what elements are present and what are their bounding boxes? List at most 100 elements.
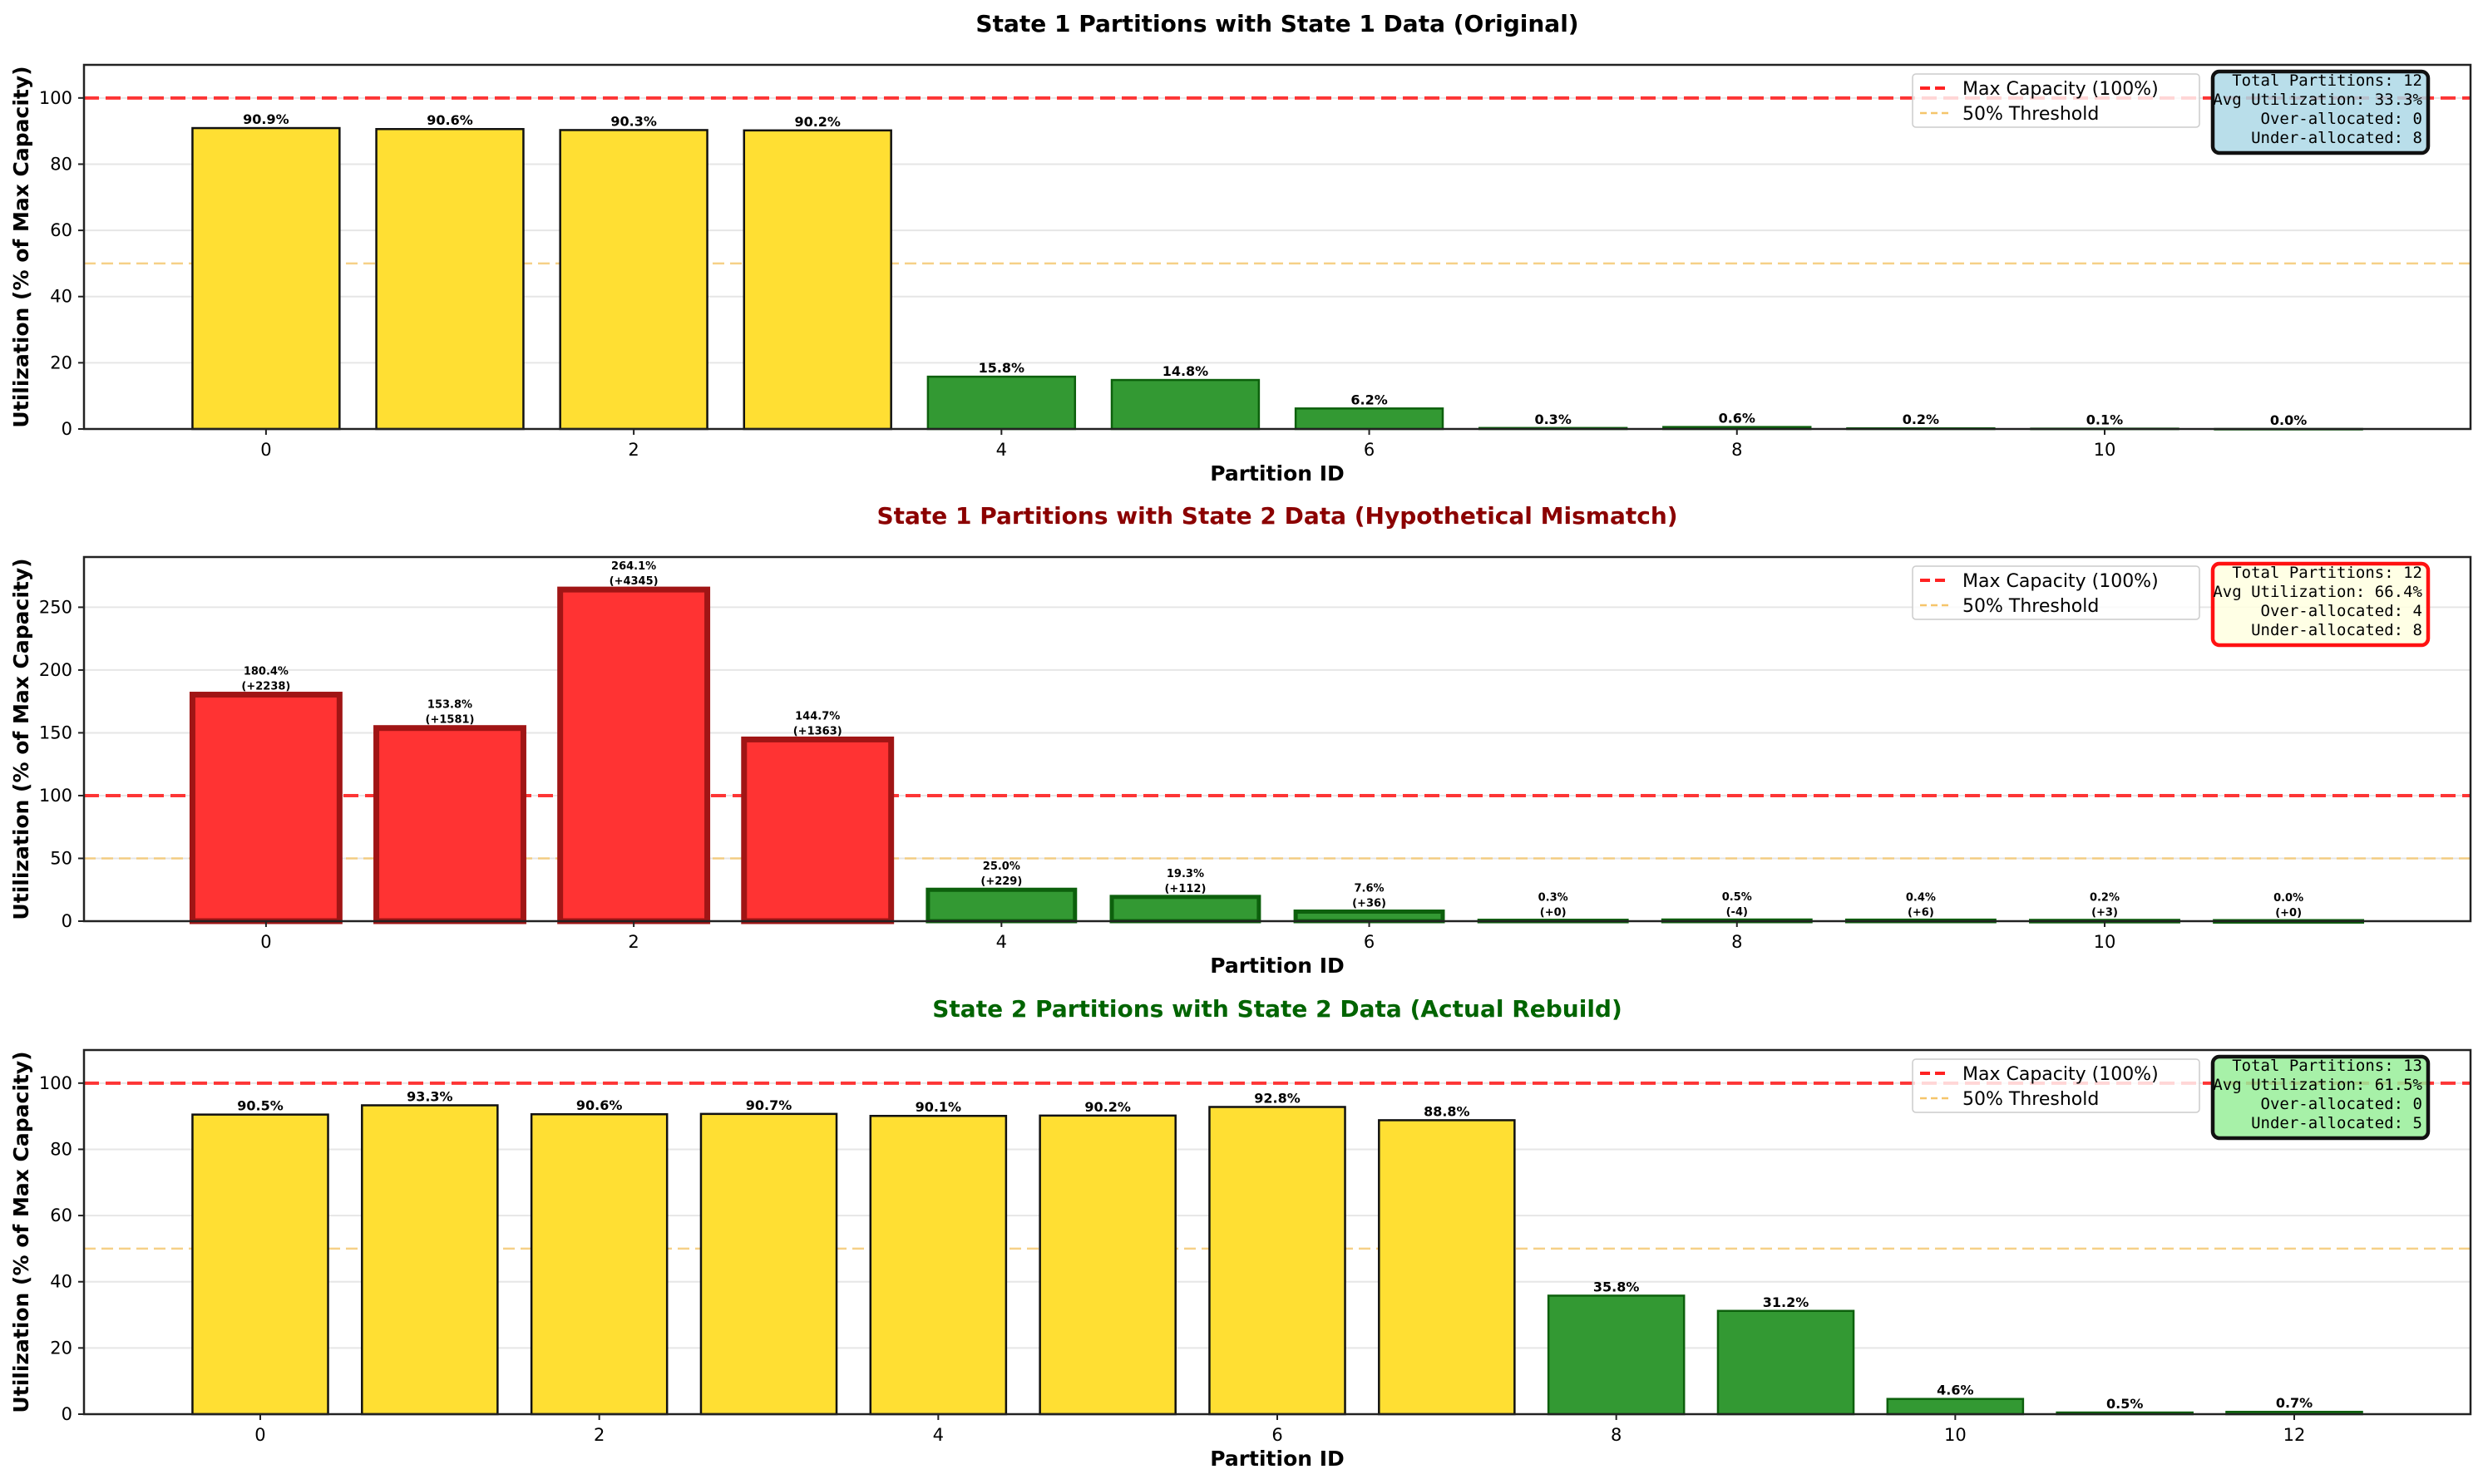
stats-line: Under-allocated: 8	[2251, 129, 2422, 147]
chart-title: State 1 Partitions with State 1 Data (Or…	[975, 10, 1578, 37]
bar	[361, 1104, 499, 1416]
bar	[191, 126, 341, 431]
bar-diff-label: (-4)	[1726, 906, 1748, 919]
stats-line: Under-allocated: 5	[2251, 1114, 2422, 1132]
panel-2: State 1 Partitions with State 2 Data (Hy…	[9, 502, 2472, 978]
y-tick-label: 0	[62, 419, 72, 439]
legend-entry: 50% Threshold	[1962, 1089, 2099, 1110]
bar-diff-label: (+0)	[1540, 907, 1567, 919]
stats-line: Avg Utilization: 33.3%	[2213, 91, 2422, 109]
y-tick-label: 0	[62, 1404, 72, 1424]
legend-entry: Max Capacity (100%)	[1962, 79, 2159, 100]
bar	[1208, 1106, 1346, 1416]
x-tick-label: 4	[933, 1425, 944, 1445]
y-tick-label: 80	[50, 154, 72, 174]
bar-value-label: 92.8%	[1254, 1090, 1301, 1106]
y-tick-label: 0	[62, 911, 72, 931]
legend-box	[1912, 73, 2200, 128]
bar	[1547, 1294, 1686, 1416]
bar	[1716, 1309, 1855, 1416]
y-tick-label: 20	[50, 353, 72, 372]
x-tick-label: 6	[1271, 1425, 1282, 1445]
bar-value-label: 0.6%	[1719, 411, 1755, 426]
x-tick-label: 2	[594, 1425, 605, 1445]
y-tick-label: 50	[50, 848, 72, 868]
stats-line: Total Partitions: 12	[2232, 71, 2422, 90]
stats-line: Under-allocated: 8	[2251, 621, 2422, 639]
x-axis-label: Partition ID	[1210, 461, 1345, 486]
axes-frame	[82, 555, 2472, 923]
bar-value-label: 90.2%	[794, 114, 841, 130]
bar	[189, 692, 343, 924]
bar-value-label: 180.4%	[244, 666, 289, 678]
bar-value-label: 90.3%	[610, 113, 657, 129]
bar	[557, 586, 711, 924]
bar-diff-label: (+36)	[1352, 898, 1386, 910]
bar	[1110, 378, 1261, 431]
y-tick-label: 40	[50, 287, 72, 307]
bar	[1109, 895, 1261, 924]
x-tick-label: 4	[996, 932, 1007, 952]
y-axis-label: Utilization (% of Max Capacity)	[9, 1051, 33, 1413]
x-tick-label: 0	[260, 932, 271, 952]
x-tick-label: 10	[2094, 440, 2116, 460]
y-axis-label: Utilization (% of Max Capacity)	[9, 558, 33, 919]
bar-value-label: 4.6%	[1937, 1383, 1973, 1398]
stats-line: Avg Utilization: 61.5%	[2213, 1076, 2422, 1094]
bar-diff-label: (+4345)	[610, 575, 659, 588]
stats-line: Over-allocated: 0	[2261, 110, 2422, 128]
y-tick-label: 60	[50, 220, 72, 240]
bar-value-label: 90.6%	[576, 1097, 623, 1113]
y-tick-label: 100	[39, 1073, 72, 1093]
bar-value-label: 15.8%	[979, 360, 1025, 376]
legend-box	[1912, 1058, 2200, 1113]
bar-value-label: 90.2%	[1084, 1099, 1131, 1115]
legend-entry: 50% Threshold	[1962, 104, 2099, 125]
stats-box	[2210, 1054, 2431, 1141]
stats-line: Over-allocated: 0	[2261, 1095, 2422, 1113]
bar-value-label: 0.2%	[2090, 892, 2120, 905]
bar	[1294, 407, 1444, 431]
bar-value-label: 93.3%	[407, 1088, 453, 1104]
x-tick-label: 0	[254, 1425, 265, 1445]
bar-value-label: 90.6%	[427, 112, 473, 128]
x-tick-label: 10	[1944, 1425, 1967, 1445]
bar-value-label: 90.9%	[243, 111, 289, 127]
bar-value-label: 153.8%	[427, 699, 472, 712]
panel-3: State 2 Partitions with State 2 Data (Ac…	[9, 995, 2472, 1471]
bar-diff-label: (+112)	[1164, 883, 1206, 895]
bar	[191, 1113, 329, 1416]
bar-value-label: 0.1%	[2086, 412, 2123, 428]
bar	[373, 725, 526, 924]
bar	[1293, 910, 1445, 924]
legend-entry: 50% Threshold	[1962, 596, 2099, 617]
stats-line: Avg Utilization: 66.4%	[2213, 583, 2422, 601]
bar	[375, 127, 525, 431]
bar-diff-label: (+0)	[2275, 907, 2302, 919]
bar-diff-label: (+2238)	[241, 681, 290, 693]
bar-diff-label: (+3)	[2091, 907, 2118, 919]
bar-value-label: 0.5%	[2106, 1396, 2143, 1412]
stats-box	[2210, 69, 2431, 155]
x-tick-label: 6	[1364, 932, 1375, 952]
bar	[699, 1112, 838, 1416]
bar-diff-label: (+1363)	[793, 725, 842, 737]
y-tick-label: 40	[50, 1272, 72, 1292]
x-tick-label: 2	[628, 440, 639, 460]
bar-value-label: 0.3%	[1538, 892, 1568, 905]
bar-value-label: 0.0%	[2273, 892, 2303, 905]
bar	[1039, 1114, 1177, 1416]
x-tick-label: 8	[1731, 932, 1742, 952]
bar-diff-label: (+1581)	[426, 714, 475, 727]
legend-box	[1912, 565, 2200, 620]
x-axis-label: Partition ID	[1210, 1447, 1345, 1471]
bar	[1886, 1398, 2025, 1416]
bar	[1378, 1119, 1516, 1416]
stats-line: Total Partitions: 13	[2232, 1057, 2422, 1075]
bar-value-label: 264.1%	[611, 560, 656, 573]
bar-value-label: 90.1%	[916, 1099, 962, 1115]
stats-line: Over-allocated: 4	[2261, 602, 2422, 620]
bar-value-label: 19.3%	[1167, 868, 1204, 880]
x-tick-label: 2	[628, 932, 639, 952]
